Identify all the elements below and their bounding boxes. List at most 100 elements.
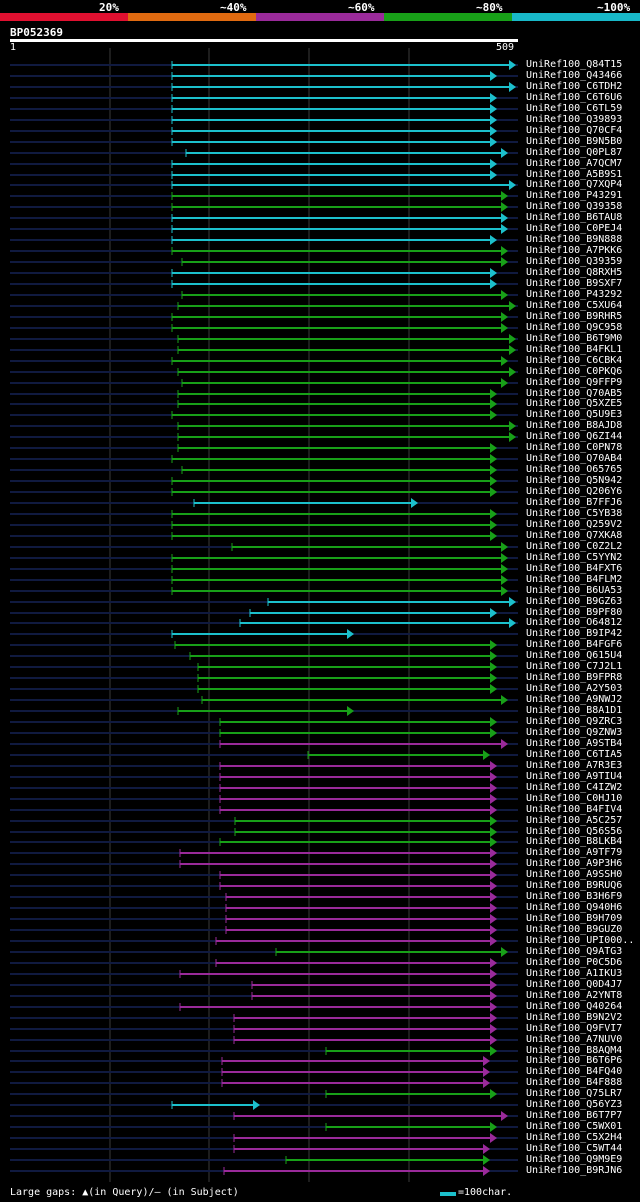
hit-label[interactable]: UniRef100_O65765 [526,464,623,475]
hit-label[interactable]: UniRef100_A5B9S1 [526,169,623,180]
hit-label[interactable]: UniRef100_B9RUQ6 [526,880,623,891]
hit-label[interactable]: UniRef100_Q9ZNW3 [526,727,623,738]
hit-label[interactable]: UniRef100_Q39358 [526,201,623,212]
hit-label[interactable]: UniRef100_Q9ATG3 [526,946,623,957]
hit-label[interactable]: UniRef100_B9GZ63 [526,596,623,607]
hit-label[interactable]: UniRef100_B9RHR5 [526,311,623,322]
hit-label[interactable]: UniRef100_A7R3E3 [526,760,623,771]
hit-label[interactable]: UniRef100_B9N2V2 [526,1012,623,1023]
hit-label[interactable]: UniRef100_Q9FVI7 [526,1023,623,1034]
hit-label[interactable]: UniRef100_A2YNT8 [526,990,623,1001]
hit-label[interactable]: UniRef100_B6TAU8 [526,212,623,223]
hit-label[interactable]: UniRef100_Q75LR7 [526,1088,623,1099]
hit-label[interactable]: UniRef100_P43292 [526,289,623,300]
hit-label[interactable]: UniRef100_A9NWJ2 [526,694,623,705]
hit-label[interactable]: UniRef100_A9TIU4 [526,771,623,782]
hit-label[interactable]: UniRef100_C5YB38 [526,508,623,519]
hit-label[interactable]: UniRef100_B6UA53 [526,585,623,596]
hit-label[interactable]: UniRef100_B3H6F9 [526,891,623,902]
hit-label[interactable]: UniRef100_B4FGF6 [526,639,623,650]
hit-label[interactable]: UniRef100_B9H709 [526,913,623,924]
hit-label[interactable]: UniRef100_C5YYN2 [526,552,623,563]
hit-label[interactable]: UniRef100_C5XU64 [526,300,623,311]
hit-label[interactable]: UniRef100_C5WT44 [526,1143,623,1154]
hit-label[interactable]: UniRef100_C7J2L1 [526,661,623,672]
hit-label[interactable]: UniRef100_A1IKU3 [526,968,623,979]
hit-label[interactable]: UniRef100_Q5XZE5 [526,398,623,409]
hit-label[interactable]: UniRef100_UPI000.. [526,935,635,946]
hit-label[interactable]: UniRef100_P43291 [526,190,623,201]
hit-label[interactable]: UniRef100_Q70AB5 [526,388,623,399]
hit-label[interactable]: UniRef100_Q9FFP9 [526,377,623,388]
hit-label[interactable]: UniRef100_C6TIA5 [526,749,623,760]
hit-label[interactable]: UniRef100_C5X2H4 [526,1132,623,1143]
hit-label[interactable]: UniRef100_Q6ZI44 [526,431,623,442]
hit-label[interactable]: UniRef100_Q39893 [526,114,623,125]
hit-label[interactable]: UniRef100_B9RJN6 [526,1165,623,1176]
hit-label[interactable]: UniRef100_Q0PL87 [526,147,623,158]
hit-label[interactable]: UniRef100_B9FPR8 [526,672,623,683]
hit-label[interactable]: UniRef100_Q0D4J7 [526,979,623,990]
hit-label[interactable]: UniRef100_B9N5B0 [526,136,623,147]
hit-label[interactable]: UniRef100_B4FQ40 [526,1066,623,1077]
hit-label[interactable]: UniRef100_B7FFJ6 [526,497,623,508]
hit-label[interactable]: UniRef100_C4IZW2 [526,782,623,793]
hit-label[interactable]: UniRef100_A7PKK6 [526,245,623,256]
hit-label[interactable]: UniRef100_B6T7P7 [526,1110,623,1121]
hit-label[interactable]: UniRef100_B9GUZ0 [526,924,623,935]
hit-label[interactable]: UniRef100_Q206Y6 [526,486,623,497]
hit-label[interactable]: UniRef100_C0HJ10 [526,793,623,804]
hit-label[interactable]: UniRef100_O64812 [526,617,623,628]
hit-label[interactable]: UniRef100_A5C257 [526,815,623,826]
hit-label[interactable]: UniRef100_B9SXF7 [526,278,623,289]
hit-label[interactable]: UniRef100_Q940H6 [526,902,623,913]
hit-label[interactable]: UniRef100_B8AJD8 [526,420,623,431]
hit-label[interactable]: UniRef100_Q8RXH5 [526,267,623,278]
hit-label[interactable]: UniRef100_P0C5D6 [526,957,623,968]
hit-label[interactable]: UniRef100_Q70CF4 [526,125,623,136]
hit-label[interactable]: UniRef100_A9TF79 [526,847,623,858]
hit-label[interactable]: UniRef100_Q7XKA8 [526,530,623,541]
hit-label[interactable]: UniRef100_Q70AB4 [526,453,623,464]
hit-label[interactable]: UniRef100_C0PKQ6 [526,366,623,377]
hit-label[interactable]: UniRef100_B4F888 [526,1077,623,1088]
hit-label[interactable]: UniRef100_Q5U9E3 [526,409,623,420]
hit-label[interactable]: UniRef100_C5WX01 [526,1121,623,1132]
hit-label[interactable]: UniRef100_Q56S56 [526,826,623,837]
hit-label[interactable]: UniRef100_C0PEJ4 [526,223,623,234]
hit-label[interactable]: UniRef100_A7QCM7 [526,158,623,169]
hit-label[interactable]: UniRef100_B9IP42 [526,628,623,639]
hit-label[interactable]: UniRef100_Q5N942 [526,475,623,486]
hit-label[interactable]: UniRef100_Q259V2 [526,519,623,530]
hit-label[interactable]: UniRef100_A9STB4 [526,738,623,749]
hit-label[interactable]: UniRef100_Q9C958 [526,322,623,333]
hit-label[interactable]: UniRef100_Q40264 [526,1001,623,1012]
hit-label[interactable]: UniRef100_A9SSH0 [526,869,623,880]
hit-label[interactable]: UniRef100_B8AQM4 [526,1045,623,1056]
hit-label[interactable]: UniRef100_C0PN78 [526,442,623,453]
hit-label[interactable]: UniRef100_Q43466 [526,70,623,81]
hit-label[interactable]: UniRef100_A2Y503 [526,683,623,694]
hit-label[interactable]: UniRef100_Q56YZ3 [526,1099,623,1110]
hit-label[interactable]: UniRef100_B4FLM2 [526,574,623,585]
hit-label[interactable]: UniRef100_Q39359 [526,256,623,267]
hit-label[interactable]: UniRef100_B9PF80 [526,607,623,618]
hit-label[interactable]: UniRef100_B8LKB4 [526,836,623,847]
hit-label[interactable]: UniRef100_C6CBK4 [526,355,623,366]
hit-label[interactable]: UniRef100_A9P3H6 [526,858,623,869]
hit-label[interactable]: UniRef100_B6T6P6 [526,1055,623,1066]
hit-label[interactable]: UniRef100_B4FKL1 [526,344,623,355]
hit-label[interactable]: UniRef100_Q615U4 [526,650,623,661]
hit-label[interactable]: UniRef100_C6TL59 [526,103,623,114]
hit-label[interactable]: UniRef100_Q9M9E9 [526,1154,623,1165]
hit-label[interactable]: UniRef100_C6T6U6 [526,92,623,103]
hit-label[interactable]: UniRef100_Q84T15 [526,59,623,70]
hit-label[interactable]: UniRef100_B9N888 [526,234,623,245]
hit-label[interactable]: UniRef100_Q9ZRC3 [526,716,623,727]
hit-label[interactable]: UniRef100_B6T9M0 [526,333,623,344]
hit-label[interactable]: UniRef100_C0Z2L2 [526,541,623,552]
hit-label[interactable]: UniRef100_Q7XQP4 [526,179,623,190]
hit-label[interactable]: UniRef100_B4FXT6 [526,563,623,574]
hit-label[interactable]: UniRef100_B4FIV4 [526,804,623,815]
hit-label[interactable]: UniRef100_A7NUV0 [526,1034,623,1045]
